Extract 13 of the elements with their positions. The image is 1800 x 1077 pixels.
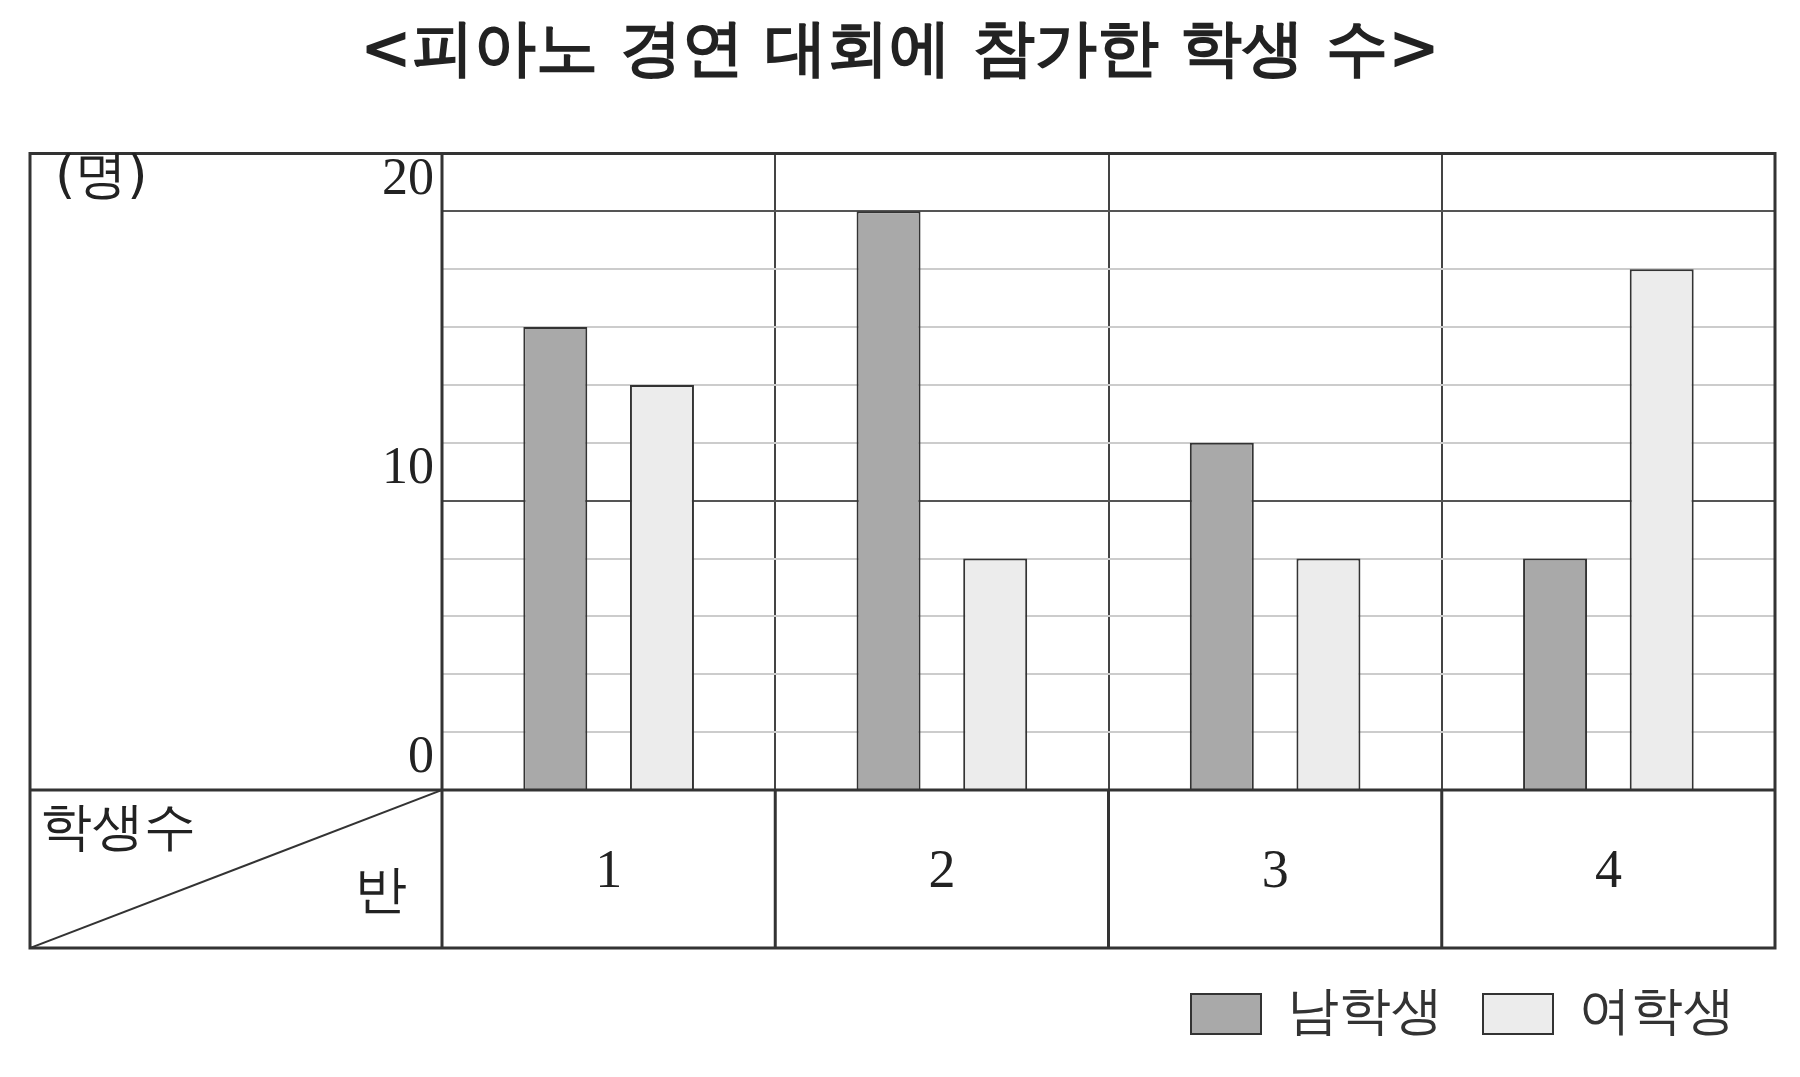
x-tick-label: 2 bbox=[928, 838, 956, 899]
y-axis-title: (명) bbox=[55, 143, 148, 206]
x-tick-label: 4 bbox=[1594, 838, 1622, 899]
y-tick-label: 0 bbox=[408, 726, 434, 784]
chart-title: <피아노 경연 대회에 참가한 학생 수> bbox=[359, 10, 1441, 86]
legend-label: 남학생 bbox=[1287, 979, 1443, 1040]
y-tick-label: 10 bbox=[382, 437, 434, 495]
legend-label: 여학생 bbox=[1579, 979, 1735, 1040]
y-tick-label: 20 bbox=[382, 147, 434, 205]
x-tick-label: 3 bbox=[1261, 838, 1289, 899]
x-axis-title: 반 bbox=[355, 858, 407, 921]
text: 학생수 bbox=[40, 795, 196, 858]
x-tick-label: 1 bbox=[595, 838, 623, 899]
